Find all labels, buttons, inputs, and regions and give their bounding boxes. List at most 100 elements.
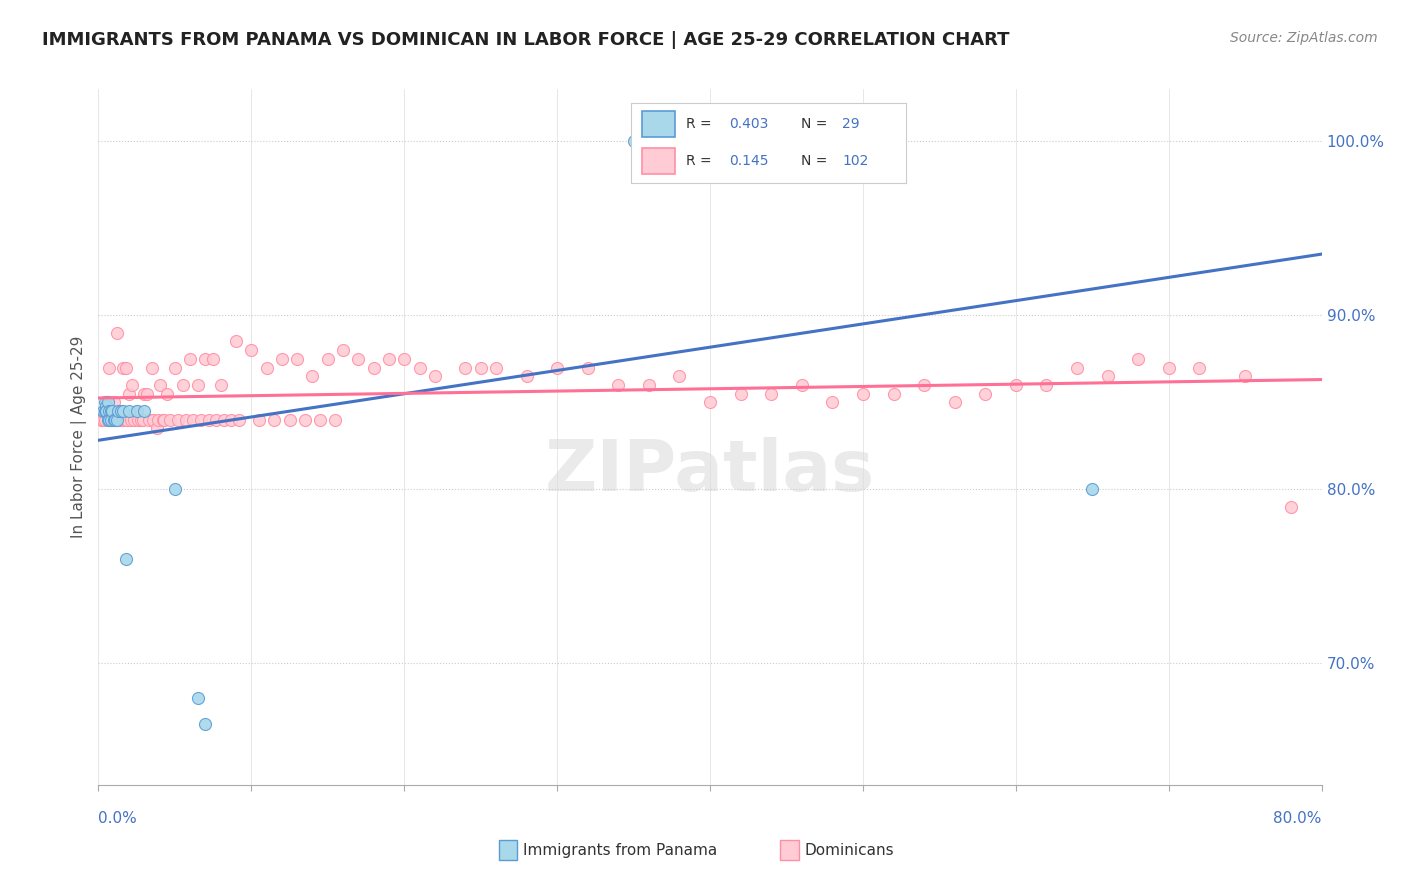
Point bbox=[163, 360, 186, 375]
Point bbox=[408, 360, 430, 375]
Point bbox=[202, 351, 225, 366]
Point bbox=[470, 360, 492, 375]
Point bbox=[94, 395, 117, 409]
Point bbox=[1097, 369, 1119, 384]
Point bbox=[1035, 377, 1057, 392]
Point bbox=[263, 412, 285, 426]
Point bbox=[90, 412, 112, 426]
Text: Source: ZipAtlas.com: Source: ZipAtlas.com bbox=[1230, 31, 1378, 45]
Point bbox=[212, 412, 235, 426]
Point bbox=[122, 412, 145, 426]
Point bbox=[546, 360, 568, 375]
Point bbox=[134, 386, 156, 401]
Point bbox=[127, 412, 149, 426]
Text: IMMIGRANTS FROM PANAMA VS DOMINICAN IN LABOR FORCE | AGE 25-29 CORRELATION CHART: IMMIGRANTS FROM PANAMA VS DOMINICAN IN L… bbox=[42, 31, 1010, 49]
Point bbox=[221, 412, 243, 426]
Point bbox=[1234, 369, 1257, 384]
Point bbox=[637, 377, 661, 392]
Point bbox=[485, 360, 508, 375]
Point bbox=[190, 412, 212, 426]
Point bbox=[105, 326, 128, 340]
Point bbox=[576, 360, 599, 375]
Point bbox=[1081, 482, 1104, 496]
Point bbox=[105, 412, 128, 426]
Point bbox=[98, 404, 121, 418]
Point bbox=[125, 404, 148, 418]
Point bbox=[883, 134, 905, 148]
Point bbox=[730, 386, 752, 401]
Point bbox=[278, 412, 301, 426]
Point bbox=[883, 386, 905, 401]
Point bbox=[454, 360, 477, 375]
Point bbox=[100, 412, 122, 426]
Point bbox=[134, 404, 156, 418]
Point bbox=[149, 377, 172, 392]
Point bbox=[163, 482, 186, 496]
Point bbox=[172, 377, 194, 392]
Point bbox=[121, 377, 143, 392]
Point bbox=[187, 690, 209, 705]
Point bbox=[205, 412, 228, 426]
Point bbox=[129, 412, 152, 426]
Point bbox=[98, 360, 121, 375]
Point bbox=[821, 395, 844, 409]
Point bbox=[111, 404, 134, 418]
Point bbox=[912, 377, 935, 392]
Point bbox=[110, 412, 132, 426]
Point bbox=[209, 377, 232, 392]
Point bbox=[142, 412, 165, 426]
Point bbox=[1004, 377, 1026, 392]
Point bbox=[91, 412, 114, 426]
Text: Immigrants from Panama: Immigrants from Panama bbox=[523, 843, 717, 857]
Point bbox=[181, 412, 204, 426]
Point bbox=[852, 386, 875, 401]
Point bbox=[347, 351, 370, 366]
Point bbox=[98, 412, 121, 426]
Point bbox=[1279, 500, 1302, 514]
Point bbox=[93, 404, 115, 418]
Point bbox=[101, 412, 124, 426]
Point bbox=[108, 412, 131, 426]
Point bbox=[187, 377, 209, 392]
Point bbox=[156, 386, 179, 401]
Point bbox=[225, 334, 247, 349]
Point bbox=[228, 412, 250, 426]
Point bbox=[623, 134, 645, 148]
Point bbox=[107, 404, 129, 418]
Point bbox=[285, 351, 308, 366]
Point bbox=[115, 551, 138, 566]
Point bbox=[197, 412, 219, 426]
Point bbox=[132, 412, 155, 426]
Point bbox=[97, 395, 120, 409]
Point bbox=[194, 717, 217, 731]
Point bbox=[378, 351, 401, 366]
Point bbox=[974, 386, 997, 401]
Point bbox=[363, 360, 385, 375]
Text: Dominicans: Dominicans bbox=[804, 843, 894, 857]
Point bbox=[104, 412, 127, 426]
Point bbox=[159, 412, 181, 426]
Y-axis label: In Labor Force | Age 25-29: In Labor Force | Age 25-29 bbox=[70, 336, 87, 538]
Text: 0.0%: 0.0% bbox=[98, 811, 138, 826]
Point bbox=[167, 412, 190, 426]
Point bbox=[146, 412, 169, 426]
Point bbox=[120, 412, 142, 426]
Point bbox=[117, 412, 139, 426]
Point bbox=[1157, 360, 1180, 375]
Point bbox=[247, 412, 270, 426]
Point bbox=[759, 386, 782, 401]
Point bbox=[516, 369, 538, 384]
Point bbox=[103, 412, 125, 426]
Point bbox=[392, 351, 416, 366]
Point bbox=[256, 360, 278, 375]
Point bbox=[94, 399, 117, 413]
Point bbox=[316, 351, 339, 366]
Point bbox=[91, 404, 114, 418]
Point bbox=[1128, 351, 1150, 366]
Point bbox=[94, 404, 117, 418]
Point bbox=[294, 412, 316, 426]
Point bbox=[107, 412, 129, 426]
Point bbox=[240, 343, 263, 357]
Point bbox=[125, 404, 148, 418]
Point bbox=[194, 351, 217, 366]
